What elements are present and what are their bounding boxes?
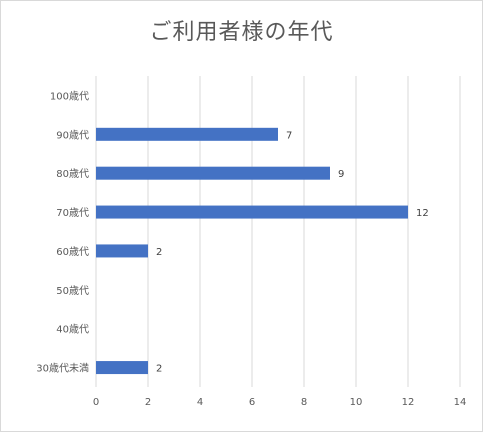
bar-4	[96, 244, 148, 258]
x-tick-label-7: 14	[454, 397, 467, 408]
data-label-2: 9	[338, 169, 344, 180]
x-tick-label-3: 6	[249, 397, 255, 408]
bar-7	[96, 361, 148, 375]
bar-1	[96, 127, 278, 141]
data-label-3: 12	[416, 208, 429, 219]
data-label-4: 2	[156, 247, 162, 258]
x-tick-label-2: 4	[197, 397, 203, 408]
x-tick-label-4: 8	[301, 397, 307, 408]
data-label-1: 7	[286, 130, 292, 141]
x-tick-label-0: 0	[93, 397, 99, 408]
x-tick-label-1: 2	[145, 397, 151, 408]
data-label-7: 2	[156, 364, 162, 375]
x-tick-label-6: 12	[402, 397, 415, 408]
y-tick-label-3: 70歳代	[56, 207, 89, 219]
bar-3	[96, 205, 408, 219]
y-tick-label-7: 30歳代未満	[36, 363, 89, 375]
y-tick-label-1: 90歳代	[56, 129, 89, 141]
chart-title: ご利用者様の年代	[149, 20, 334, 45]
y-tick-label-6: 40歳代	[56, 324, 89, 336]
y-tick-label-4: 60歳代	[56, 246, 89, 258]
y-tick-label-5: 50歳代	[56, 285, 89, 297]
y-tick-label-0: 100歳代	[50, 90, 89, 102]
x-tick-label-5: 10	[350, 397, 363, 408]
bar-2	[96, 166, 330, 180]
y-tick-label-2: 80歳代	[56, 168, 89, 180]
